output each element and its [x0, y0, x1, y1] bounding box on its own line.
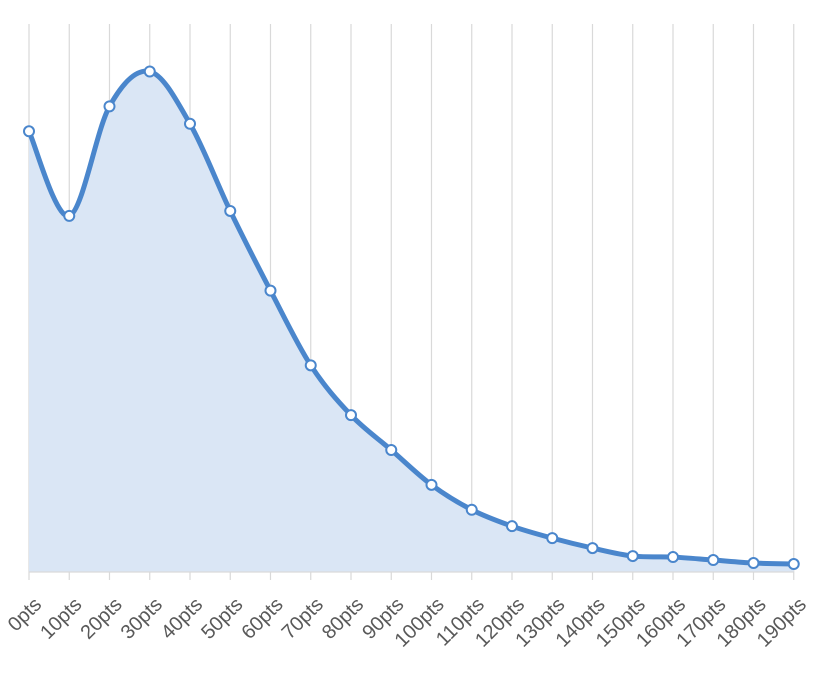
- data-point[interactable]: [465, 503, 478, 516]
- x-tick-label: 30pts: [117, 594, 167, 644]
- x-tick-label: 80pts: [318, 594, 368, 644]
- data-point[interactable]: [747, 557, 760, 570]
- data-point[interactable]: [224, 204, 237, 217]
- data-point[interactable]: [506, 520, 518, 533]
- gridlines: [28, 24, 795, 580]
- x-tick-label: 10pts: [36, 594, 86, 644]
- data-points: [23, 65, 800, 571]
- series-area: [29, 71, 794, 572]
- data-point[interactable]: [63, 209, 76, 222]
- x-tick-labels: 0pts10pts20pts30pts40pts50pts60pts70pts8…: [4, 594, 811, 652]
- data-point[interactable]: [707, 554, 720, 567]
- series-line-layer: [26, 68, 797, 567]
- data-point[interactable]: [385, 443, 398, 456]
- data-point[interactable]: [184, 117, 196, 130]
- x-tick-label: 20pts: [76, 594, 126, 644]
- data-point[interactable]: [345, 409, 357, 422]
- data-point[interactable]: [787, 558, 800, 571]
- data-point[interactable]: [586, 542, 599, 555]
- data-point[interactable]: [304, 359, 317, 372]
- data-point[interactable]: [264, 284, 277, 297]
- x-tick-label: 50pts: [197, 594, 247, 644]
- area-fill-layer: [29, 71, 794, 572]
- data-point[interactable]: [425, 478, 438, 491]
- data-point[interactable]: [23, 125, 35, 138]
- x-tick-label: 40pts: [157, 594, 207, 644]
- x-tick-label: 70pts: [278, 594, 328, 644]
- x-tick-label: 60pts: [237, 594, 287, 644]
- data-point[interactable]: [546, 532, 559, 545]
- data-point[interactable]: [626, 550, 639, 563]
- data-point[interactable]: [667, 551, 679, 564]
- data-point[interactable]: [143, 65, 156, 78]
- data-point[interactable]: [103, 100, 116, 113]
- series-line: [26, 68, 797, 567]
